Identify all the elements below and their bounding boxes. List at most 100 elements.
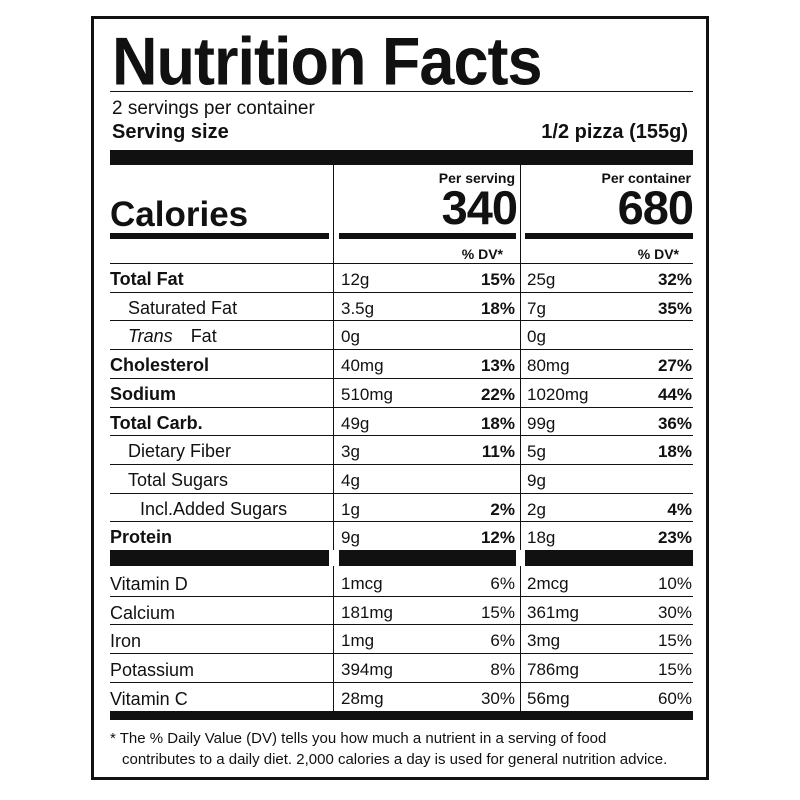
serving-amount: 4g <box>341 470 360 490</box>
serving-dv: 2% <box>490 499 515 519</box>
row-divider <box>110 595 693 597</box>
container-dv: 15% <box>657 631 692 651</box>
container-dv: 32% <box>657 270 692 289</box>
serving-amount: 1mcg <box>341 574 383 593</box>
nutrient-name: Trans Fat <box>128 326 217 347</box>
nutrition-facts-label: Nutrition Facts 2 servings per container… <box>91 16 709 780</box>
serving-amount: 394mg <box>341 660 393 680</box>
column-divider-3 <box>333 566 334 711</box>
footnote-line-2: contributes to a daily diet. 2,000 calor… <box>122 751 668 768</box>
footnote-line-1: * The % Daily Value (DV) tells you how m… <box>110 730 607 747</box>
container-amount: 361mg <box>527 602 579 622</box>
thick-divider-bottom <box>110 711 693 720</box>
dv-header-serving: % DV* <box>461 246 503 262</box>
row-divider <box>110 349 693 351</box>
vitamin-name: Vitamin C <box>110 688 188 709</box>
serving-amount: 181mg <box>341 602 393 622</box>
calories-bar-mid <box>339 233 516 239</box>
serving-dv: 11% <box>481 442 515 462</box>
footnote: * The % Daily Value (DV) tells you how m… <box>110 728 700 770</box>
column-divider-1 <box>333 165 334 550</box>
container-dv: 15% <box>657 660 692 680</box>
nutrient-name: Total Fat <box>110 269 184 289</box>
container-amount: 56mg <box>527 688 570 708</box>
per-container-header: Per container <box>601 170 691 186</box>
calories-bar-left <box>110 233 329 239</box>
calories-bar-right <box>525 233 693 239</box>
container-dv: 27% <box>657 356 692 376</box>
row-divider <box>110 521 693 523</box>
container-dv: 44% <box>657 384 692 404</box>
serving-dv: 6% <box>490 631 515 651</box>
title-divider <box>110 91 693 92</box>
serving-dv: 18% <box>480 413 515 433</box>
container-dv: 10% <box>657 574 692 593</box>
container-amount: 80mg <box>527 356 570 376</box>
dv-header-container: % DV* <box>637 246 679 262</box>
container-amount: 2g <box>527 499 546 519</box>
serving-dv: 12% <box>480 528 515 548</box>
serving-amount: 28mg <box>341 688 384 708</box>
row-divider <box>110 291 693 293</box>
vitamin-name: Potassium <box>110 660 195 681</box>
nutrient-name: Cholesterol <box>110 355 210 376</box>
container-dv: 23% <box>657 528 692 548</box>
serving-amount: 1g <box>341 499 360 519</box>
serving-amount: 40mg <box>341 356 384 376</box>
container-amount: 7g <box>527 298 546 318</box>
label-title: Nutrition Facts <box>112 24 543 100</box>
row-divider <box>110 435 693 437</box>
nutrient-name: Saturated Fat <box>128 297 238 318</box>
serving-dv: 6% <box>490 574 515 593</box>
serving-dv: 8% <box>490 660 515 680</box>
calories-per-container: 680 <box>617 181 694 234</box>
serving-amount: 1mg <box>341 631 375 651</box>
per-serving-header: Per serving <box>438 170 515 186</box>
container-amount: 786mg <box>527 660 579 680</box>
row-divider <box>110 653 693 655</box>
serving-amount: 0g <box>341 327 360 347</box>
container-amount: 0g <box>527 327 546 347</box>
nutrient-name: Total Carb. <box>110 412 203 433</box>
vitamin-name: Vitamin D <box>110 574 188 594</box>
row-divider <box>110 492 693 494</box>
container-amount: 2mcg <box>527 574 569 593</box>
container-amount: 1020mg <box>527 384 589 404</box>
container-amount: 99g <box>527 413 556 433</box>
container-amount: 5g <box>527 442 546 462</box>
column-divider-2 <box>520 165 521 550</box>
serving-dv: 13% <box>480 356 515 376</box>
serving-amount: 9g <box>341 528 360 548</box>
row-divider <box>110 681 693 683</box>
serving-amount: 12g <box>341 270 370 289</box>
thick-divider-top <box>110 150 693 165</box>
vitamin-name: Calcium <box>110 602 176 623</box>
nutrient-name: Total Sugars <box>128 469 229 490</box>
serving-amount: 510mg <box>341 384 393 404</box>
serving-dv: 30% <box>480 688 515 708</box>
container-dv: 60% <box>657 688 692 708</box>
servings-per-container: 2 servings per container <box>112 98 315 119</box>
row-divider <box>110 463 693 465</box>
container-dv: 35% <box>657 298 692 318</box>
thick-divider-mid-right <box>525 550 693 566</box>
row-divider <box>110 406 693 408</box>
serving-dv: 15% <box>480 602 515 622</box>
serving-amount: 49g <box>341 413 370 433</box>
serving-size-label: Serving size <box>112 121 229 143</box>
container-amount: 9g <box>527 470 546 490</box>
row-divider <box>110 320 693 322</box>
thick-divider-mid-center <box>339 550 516 566</box>
container-amount: 18g <box>527 528 556 548</box>
serving-size-value: 1/2 pizza (155g) <box>541 121 688 143</box>
container-amount: 3mg <box>527 631 561 651</box>
nutrient-name: Dietary Fiber <box>128 441 232 462</box>
row-divider <box>110 263 693 264</box>
calories-per-serving: 340 <box>441 181 518 234</box>
container-amount: 25g <box>527 270 556 289</box>
vitamin-name: Iron <box>110 631 142 652</box>
row-divider <box>110 624 693 626</box>
serving-amount: 3g <box>341 442 360 462</box>
nutrient-name: Protein <box>110 527 173 548</box>
nutrient-name: Incl.Added Sugars <box>140 498 288 519</box>
